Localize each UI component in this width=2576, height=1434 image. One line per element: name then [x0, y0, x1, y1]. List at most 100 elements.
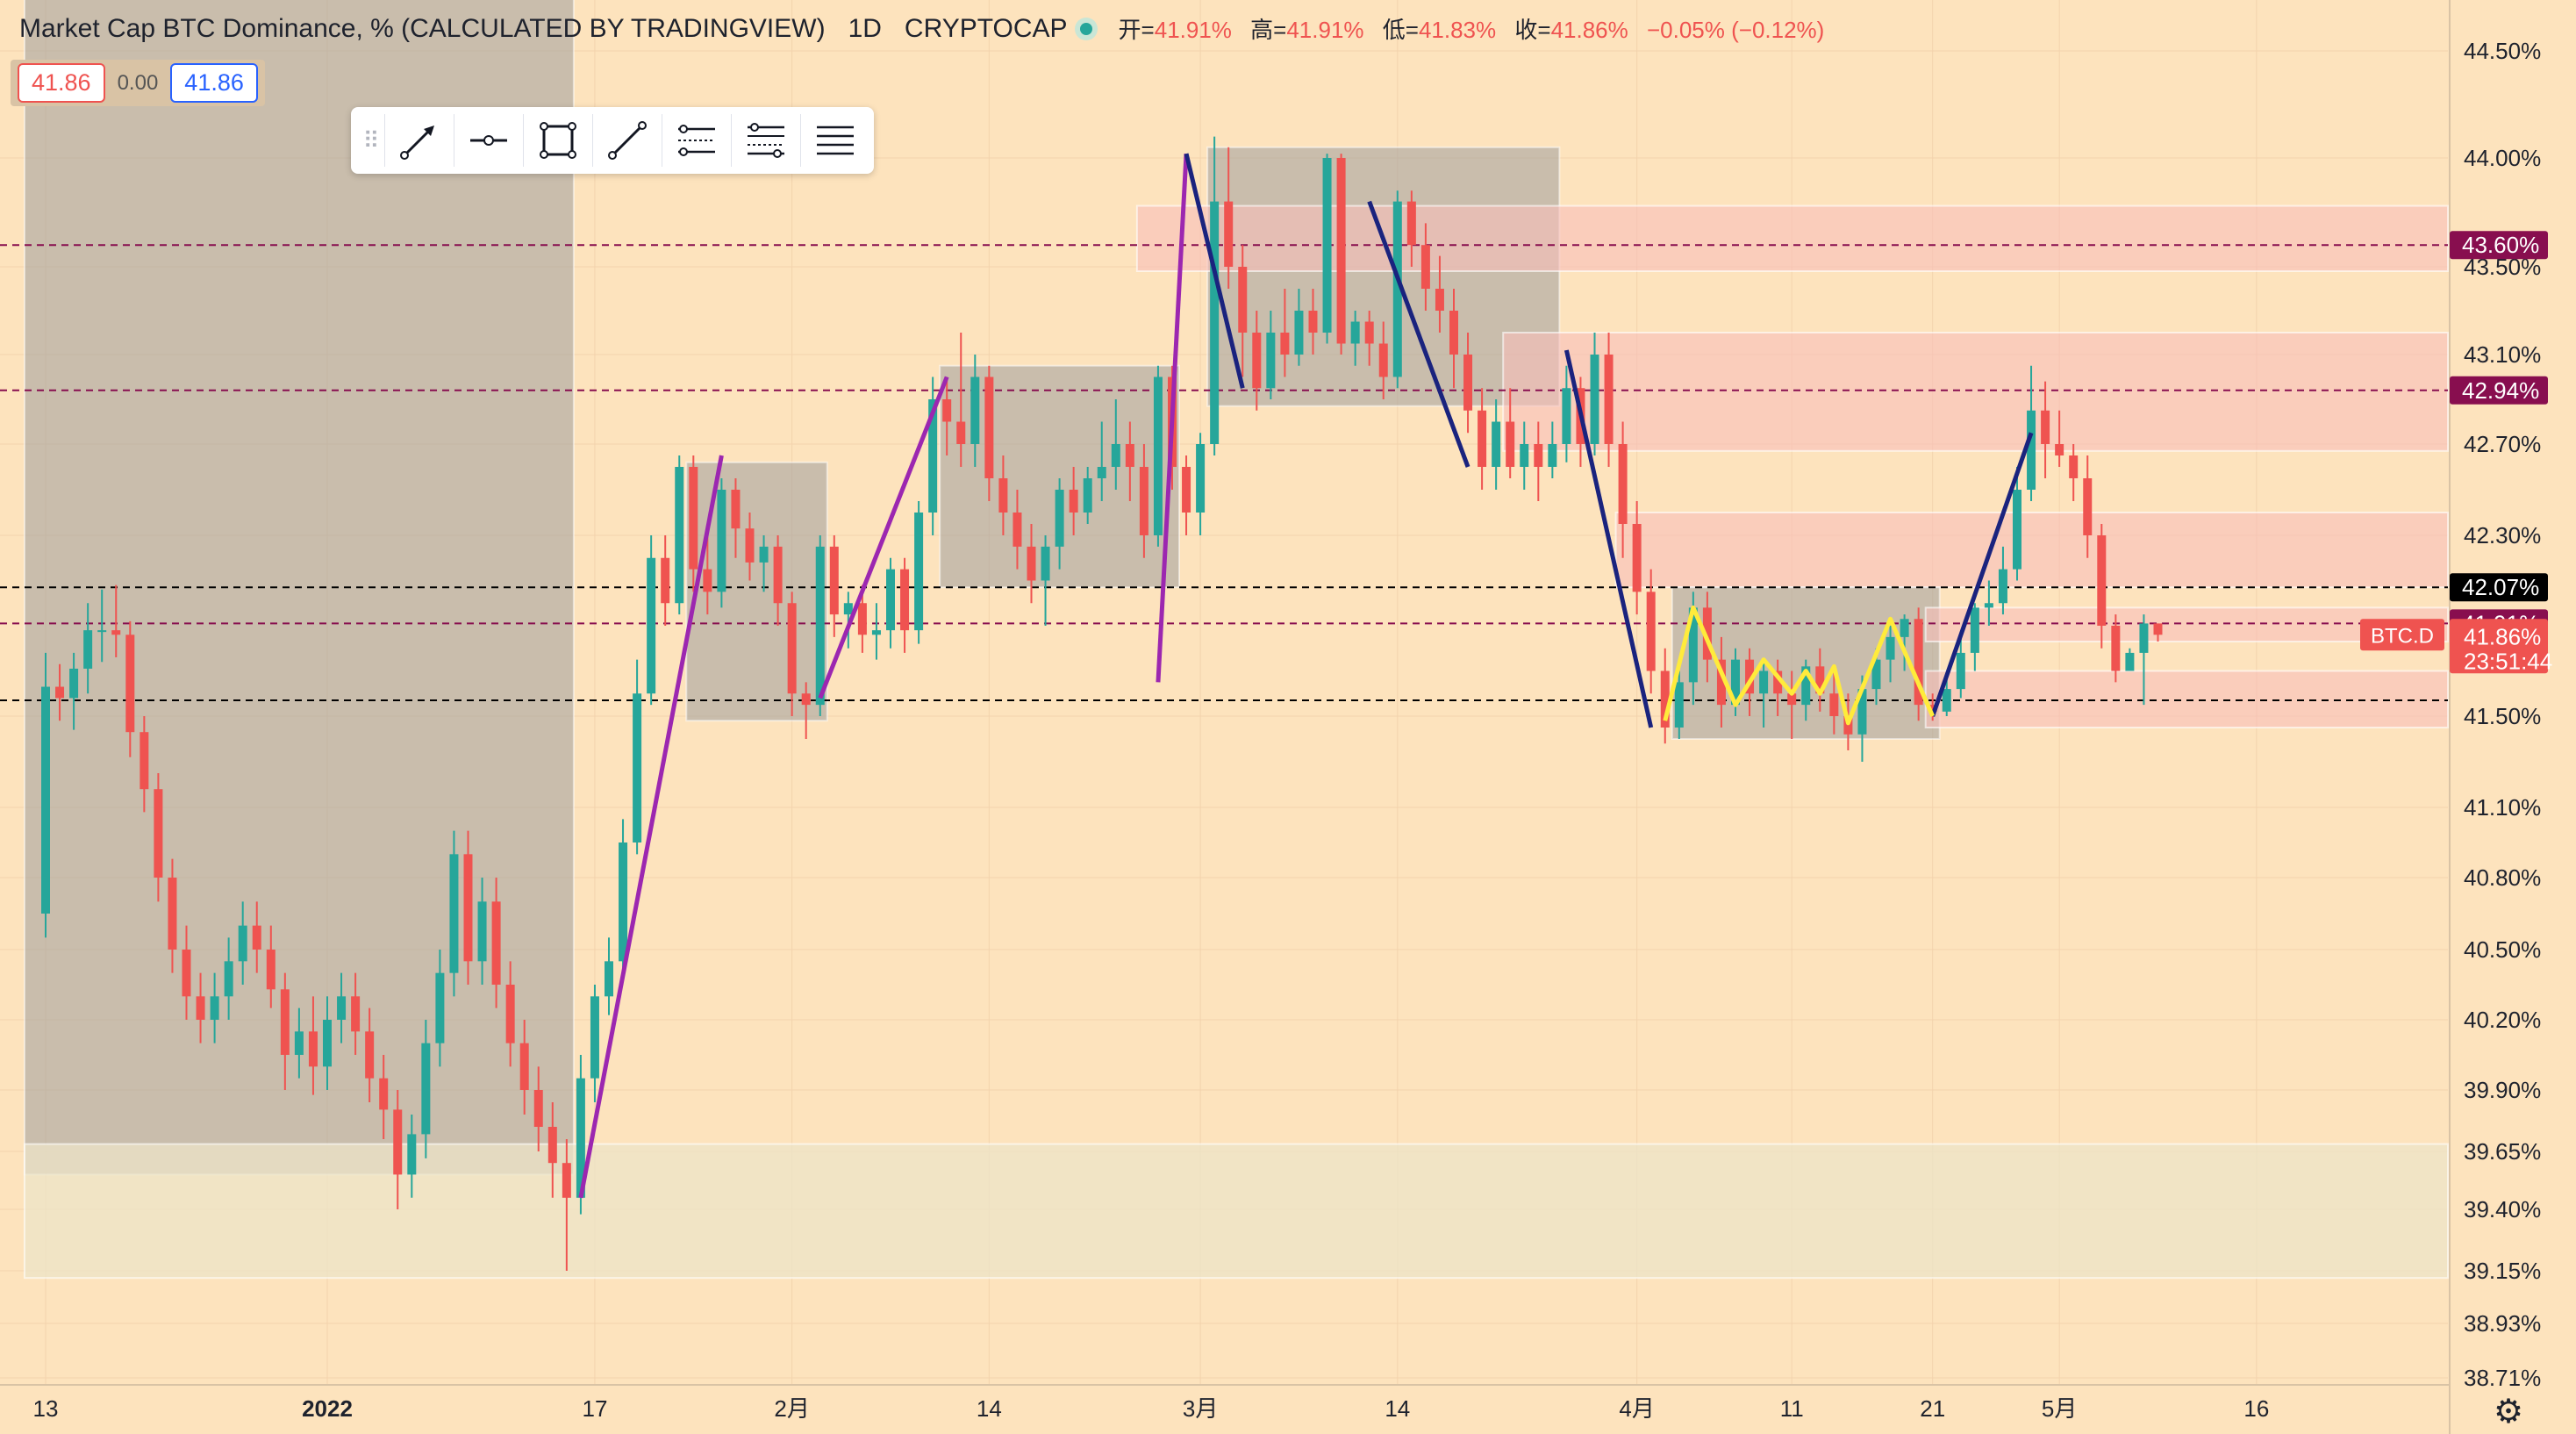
- horizontal-price-lines[interactable]: [0, 244, 2448, 701]
- parallel-channel-icon[interactable]: [662, 114, 731, 167]
- drawing-toolbar[interactable]: ⠿: [351, 107, 874, 174]
- candle-body: [379, 1078, 389, 1110]
- rectangle-tool-icon[interactable]: [523, 114, 592, 167]
- candle-body: [928, 399, 938, 513]
- candle-body: [787, 603, 797, 694]
- candle-body: [1224, 201, 1234, 267]
- candle-body: [1562, 388, 1571, 444]
- blue-trend-line: [1930, 432, 2034, 717]
- candle-body: [1153, 376, 1163, 535]
- zone-red: [1924, 670, 2449, 728]
- yellow-trend-line: [1663, 605, 1935, 726]
- candle-body: [1815, 666, 1825, 694]
- candle-body: [619, 842, 628, 962]
- candle-body: [871, 630, 881, 635]
- candle-body: [2055, 444, 2064, 455]
- price-axis[interactable]: 44.50%44.00%43.50%43.10%42.70%42.30%41.5…: [2360, 0, 2576, 1434]
- candle-body: [998, 478, 1008, 513]
- horizontal-lines-icon[interactable]: [800, 114, 869, 167]
- candle-body: [449, 854, 459, 973]
- candle-body: [1688, 607, 1698, 683]
- chart-legend: Market Cap BTC Dominance, % (CALCULATED …: [19, 12, 1836, 45]
- candle-body: [1013, 513, 1022, 547]
- drag-handle-icon[interactable]: ⠿: [362, 126, 380, 154]
- candle-body: [210, 996, 219, 1020]
- exchange-label[interactable]: CRYPTOCAP: [904, 13, 1068, 43]
- price-line-tag: [2450, 231, 2548, 260]
- y-tick-label: 39.65%: [2464, 1138, 2541, 1165]
- buy-price-button[interactable]: 41.86: [170, 63, 258, 103]
- candle-body: [1942, 689, 1951, 712]
- low-value: 41.83%: [1418, 17, 1497, 43]
- interval-label[interactable]: 1D: [848, 13, 882, 43]
- candle-body: [519, 1043, 529, 1090]
- candle-body: [1548, 444, 1557, 467]
- time-axis[interactable]: 13 2022 17 2月 14 3月 14 4月 11 21 5月 16: [0, 1384, 2450, 1422]
- x-tick-label: 5月: [2042, 1395, 2077, 1422]
- buy-sell-box: 41.86 0.00 41.86: [11, 60, 265, 106]
- blue-trend-line: [1367, 200, 1470, 468]
- candle-body: [675, 467, 684, 604]
- high-value: 41.91%: [1286, 17, 1364, 43]
- candle-body: [1632, 524, 1642, 592]
- candle-body: [731, 490, 741, 529]
- blue-trend-line: [1563, 349, 1654, 728]
- highlight-zones[interactable]: [23, 0, 2450, 1280]
- price-line-tag-label: 43.60%: [2462, 232, 2539, 258]
- zone-red: [1614, 512, 2449, 589]
- candle-body: [2111, 626, 2121, 671]
- candle-body: [801, 693, 811, 706]
- candlestick-series: [41, 136, 2163, 1271]
- symbol-title[interactable]: Market Cap BTC Dominance, % (CALCULATED …: [19, 13, 826, 43]
- candle-body: [562, 1163, 571, 1198]
- candle-body: [533, 1090, 543, 1127]
- y-tick-label: 40.80%: [2464, 864, 2541, 891]
- price-line-tag: [2450, 573, 2548, 602]
- zone-red: [1135, 204, 2449, 272]
- trend-line-icon[interactable]: [592, 114, 662, 167]
- chart-settings-gear-icon[interactable]: ⚙: [2494, 1394, 2524, 1430]
- x-tick-label: 14: [977, 1395, 1002, 1422]
- candle-body: [1280, 333, 1290, 355]
- candle-body: [125, 635, 135, 733]
- horizontal-ray-icon[interactable]: [454, 114, 523, 167]
- price-line-tag-label: 42.94%: [2462, 377, 2539, 404]
- candle-body: [759, 546, 769, 563]
- candle-body: [280, 989, 290, 1055]
- purple-trend-line: [1156, 153, 1189, 683]
- change-value: −0.05% (−0.12%): [1646, 17, 1825, 43]
- candle-body: [1182, 467, 1191, 513]
- candle-body: [1069, 490, 1078, 513]
- candle-body: [984, 376, 994, 478]
- candle-body: [914, 513, 924, 631]
- sell-price-button[interactable]: 41.86: [18, 63, 105, 103]
- candle-body: [407, 1134, 417, 1175]
- candle-body: [238, 925, 247, 962]
- candle-body: [942, 399, 952, 422]
- symbol-tag-label: BTC.D: [2371, 624, 2434, 648]
- arrow-tool-icon[interactable]: [384, 114, 454, 167]
- x-tick-label: 17: [582, 1395, 607, 1422]
- fib-retracement-icon[interactable]: [731, 114, 800, 167]
- candle-body: [2083, 478, 2093, 535]
- y-tick-label: 40.50%: [2464, 936, 2541, 963]
- x-tick-label: 13: [33, 1395, 59, 1422]
- candle-body: [1492, 421, 1501, 467]
- candle-body: [1266, 333, 1276, 389]
- candle-body: [1463, 355, 1473, 411]
- zone-pale: [23, 1143, 2450, 1280]
- candle-body: [505, 985, 515, 1043]
- candle-body: [1773, 670, 1783, 694]
- candle-body: [1716, 659, 1726, 706]
- candle-body: [1928, 705, 1937, 712]
- spread-value: 0.00: [117, 70, 159, 95]
- last-price-label: 41.86%: [2464, 623, 2541, 649]
- zone-red: [1502, 332, 2449, 452]
- countdown-label: 23:51:44: [2464, 648, 2552, 674]
- trend-line-drawings[interactable]: [578, 153, 2034, 1199]
- candle-body: [252, 925, 261, 950]
- market-status-dot-icon: [1079, 22, 1092, 35]
- candle-body: [1435, 289, 1444, 311]
- candle-body: [1392, 201, 1402, 377]
